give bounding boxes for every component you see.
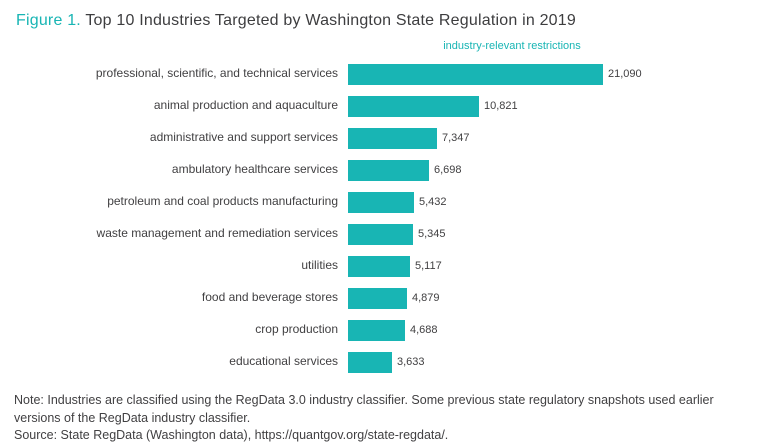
- bar: [348, 319, 405, 341]
- category-label: professional, scientific, and technical …: [95, 66, 338, 81]
- bar: [348, 255, 410, 277]
- bar: [348, 191, 414, 213]
- chart-row: petroleum and coal products manufacturin…: [14, 186, 754, 218]
- value-label: 6,698: [434, 164, 462, 176]
- category-label: crop production: [255, 322, 338, 337]
- footnotes: Note: Industries are classified using th…: [14, 392, 754, 445]
- bar: [348, 159, 429, 181]
- bar: [348, 95, 479, 117]
- bar: [348, 287, 407, 309]
- category-label: ambulatory healthcare services: [171, 162, 338, 177]
- bar-track: 5,345: [348, 223, 754, 245]
- bar-track: 4,688: [348, 319, 754, 341]
- axis-title: industry-relevant restrictions: [443, 40, 581, 52]
- chart-row: waste management and remediation service…: [14, 218, 754, 250]
- bar-chart: industry-relevant restrictions professio…: [14, 40, 754, 378]
- value-label: 10,821: [484, 100, 518, 112]
- category-label: food and beverage stores: [201, 290, 338, 305]
- category-label: educational services: [229, 354, 338, 369]
- value-label: 4,688: [410, 324, 438, 336]
- bar-track: 4,879: [348, 287, 754, 309]
- bar: [348, 63, 603, 85]
- title-text: Top 10 Industries Targeted by Washington…: [85, 12, 576, 29]
- chart-title: Figure 1. Top 10 Industries Targeted by …: [16, 12, 754, 30]
- value-label: 21,090: [608, 68, 642, 80]
- value-label: 4,879: [412, 292, 440, 304]
- bar-track: 10,821: [348, 95, 754, 117]
- chart-rows: professional, scientific, and technical …: [14, 58, 754, 378]
- bar: [348, 351, 392, 373]
- category-label: animal production and aquaculture: [153, 98, 338, 113]
- value-label: 3,633: [397, 356, 425, 368]
- chart-row: ambulatory healthcare services 6,698: [14, 154, 754, 186]
- chart-row: animal production and aquaculture 10,821: [14, 90, 754, 122]
- bar-track: 6,698: [348, 159, 754, 181]
- bar-track: 21,090: [348, 63, 754, 85]
- chart-row: professional, scientific, and technical …: [14, 58, 754, 90]
- bar: [348, 223, 413, 245]
- category-label: waste management and remediation service…: [96, 226, 338, 241]
- bar-track: 3,633: [348, 351, 754, 373]
- chart-row: educational services 3,633: [14, 346, 754, 378]
- chart-row: crop production 4,688: [14, 314, 754, 346]
- bar-track: 7,347: [348, 127, 754, 149]
- bar-track: 5,117: [348, 255, 754, 277]
- value-label: 5,117: [415, 260, 442, 272]
- chart-row: food and beverage stores 4,879: [14, 282, 754, 314]
- chart-row: administrative and support services 7,347: [14, 122, 754, 154]
- bar: [348, 127, 437, 149]
- category-label: utilities: [301, 258, 338, 273]
- figure-label: Figure 1.: [16, 12, 81, 29]
- category-label: administrative and support services: [149, 130, 338, 145]
- value-label: 7,347: [442, 132, 470, 144]
- bar-track: 5,432: [348, 191, 754, 213]
- value-label: 5,345: [418, 228, 446, 240]
- note-text: Note: Industries are classified using th…: [14, 393, 714, 425]
- chart-row: utilities 5,117: [14, 250, 754, 282]
- category-label: petroleum and coal products manufacturin…: [107, 194, 338, 209]
- value-label: 5,432: [419, 196, 447, 208]
- source-text: Source: State RegData (Washington data),…: [14, 428, 449, 442]
